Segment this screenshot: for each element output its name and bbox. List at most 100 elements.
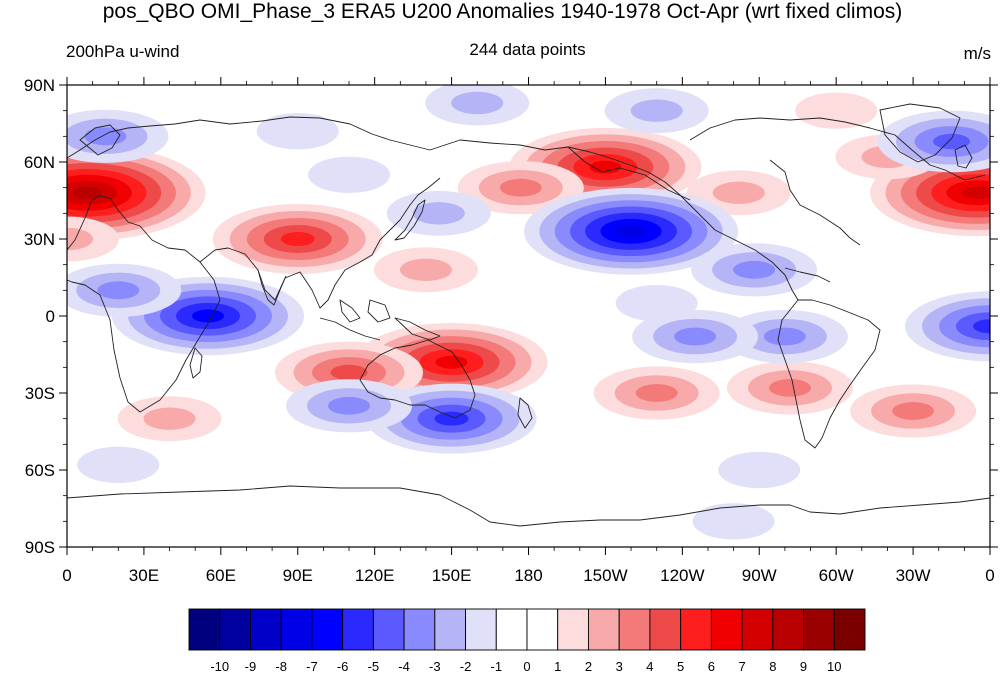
chart-title: pos_QBO OMI_Phase_3 ERA5 U200 Anomalies … [102,0,903,23]
anomaly-contour-4-6 [589,160,622,174]
lon-label: 60E [206,566,236,585]
anomaly-contour-35-2 [412,202,465,225]
anomaly-contour-24-3 [733,260,776,279]
lon-label: 120W [660,566,704,585]
anomaly-contour-29-1 [256,113,339,150]
colorbar-box [741,608,774,651]
units-label: m/s [963,44,991,63]
colorbar-label: 0 [523,659,530,674]
colorbar-box [649,608,682,651]
lat-label: 0 [46,307,55,326]
colorbar-box [833,608,866,651]
colorbar-box [342,608,374,651]
colorbar-label: -9 [245,659,257,674]
anomaly-contour-9-3 [769,378,812,397]
colorbar-box [188,608,221,651]
colorbar-label: -4 [398,659,410,674]
anomaly-contour-27-2 [451,91,504,115]
colorbar-box [372,608,405,651]
anomaly-contour-32-1 [718,451,801,489]
axis-ticks [59,77,998,555]
colorbar-box [680,608,712,651]
colorbar-label: -5 [368,659,380,674]
colorbar-box [434,608,466,651]
lon-label: 30W [896,566,931,585]
colorbar-box [250,608,282,651]
colorbar-label: 5 [677,659,684,674]
lon-label: 90W [742,566,777,585]
anomaly-contour-16-7 [615,225,647,238]
lat-label: 90N [24,76,55,95]
lon-label: 150W [583,566,627,585]
anomaly-contour-8-2 [67,227,93,251]
anomaly-contour-15-1 [795,92,878,129]
colorbar-box [465,608,497,651]
lon-label: 30E [129,566,159,585]
colorbar-label: -8 [275,659,287,674]
colorbar-box [772,608,804,651]
anomaly-contour-25-4 [933,133,971,150]
colorbar-label: 7 [738,659,745,674]
lon-label: 60W [819,566,854,585]
lat-label: 60S [25,461,55,480]
colorbar-box [403,608,436,651]
lon-label: 0 [62,566,71,585]
anomaly-field [67,85,990,547]
lon-label: 90E [283,566,313,585]
colorbar-box [311,608,344,651]
colorbar-label: -10 [210,659,229,674]
anomaly-contour-10-3 [892,402,935,420]
colorbar-box [557,608,589,651]
colorbar-label: 8 [769,659,776,674]
anomaly-contour-31-1 [77,446,160,484]
colorbar-label: 6 [708,659,715,674]
anomaly-contour-33-1 [692,503,775,540]
anomaly-contour-22-3 [763,327,806,346]
colorbar-label: 1 [554,659,561,674]
lat-label: 90S [25,538,55,557]
colorbar-label: 10 [827,659,841,674]
colorbar-box [280,608,313,651]
colorbar-label: 3 [616,659,623,674]
anomaly-contour-2-6 [435,355,468,369]
colorbar-box [495,608,528,651]
anomaly-contour-5-5 [280,232,315,246]
anomaly-contour-23-3 [674,327,717,346]
anomaly-contour-7-2 [399,258,452,281]
anomaly-contour-12-2 [712,181,765,204]
anomaly-contour-19-5 [973,319,990,334]
lat-label: 30N [24,230,55,249]
lat-label: 60N [24,153,55,172]
longitude-labels: 0 30E 60E 90E 120E 150E 180 150W 120W 90W 60W 30W 0 [62,566,994,585]
colorbar-label: -7 [306,659,318,674]
anomaly-contour-18-3 [97,281,140,300]
colorbar-box [710,608,743,651]
colorbar-boxes [188,608,866,651]
colorbar-box [588,608,620,651]
colorbar-label: -2 [460,659,472,674]
lon-label: 180 [514,566,542,585]
anomaly-contour-11-3 [635,384,678,402]
colorbar-label: -1 [490,659,502,674]
anomaly-contour-6-3 [499,178,542,197]
colorbar-label: -6 [337,659,349,674]
colorbar-label: 4 [646,659,653,674]
anomaly-contour-1-7 [961,186,990,199]
colorbar-label: -3 [429,659,441,674]
variable-label: 200hPa u-wind [66,42,180,61]
anomaly-contour-21-3 [328,396,371,415]
colorbar-label: 9 [800,659,807,674]
colorbar-box [219,608,251,651]
colorbar-box [526,608,559,651]
lon-label: 0 [985,566,994,585]
anomaly-contour-28-2 [630,99,683,122]
anomaly-contour-0-8 [72,186,103,199]
anomaly-contour-34-1 [615,284,698,322]
anomaly-contour-14-2 [143,407,196,430]
colorbar-label: 2 [585,659,592,674]
lon-label: 120E [355,566,395,585]
colorbar-labels: -10 -9 -8 -7 -6 -5 -4 -3 -2 -1 0 1 2 3 4 5 6 7 8 9 10 [210,659,841,674]
lon-label: 150E [432,566,472,585]
